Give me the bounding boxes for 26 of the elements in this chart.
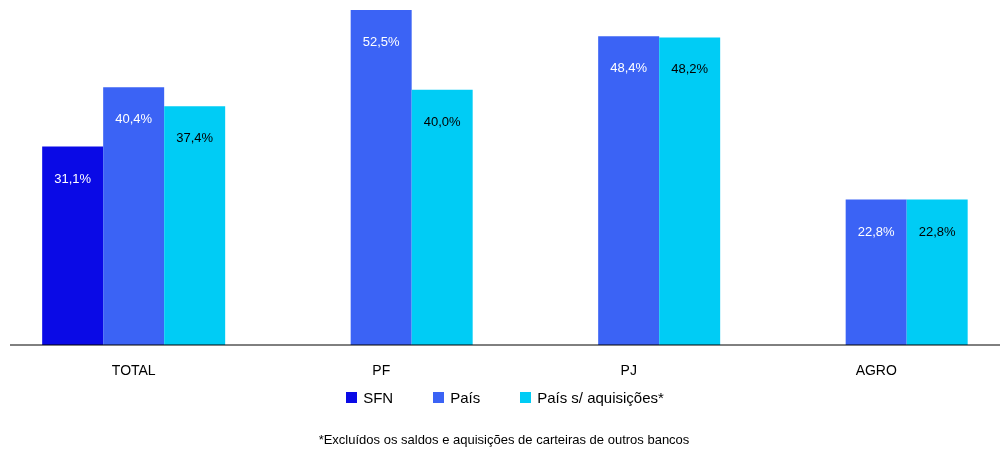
data-label: 48,4% [610,60,648,76]
bar [411,89,473,345]
bar [350,10,412,345]
data-label: 22,8% [857,223,896,239]
legend-label: País [449,389,481,406]
x-tick-label: TOTAL [111,361,156,378]
bar [659,37,721,345]
bar [42,146,104,345]
bar [598,36,660,345]
data-label: 48,2% [671,61,709,77]
legend-label: País s/ aquisições* [536,389,664,406]
data-label: 22,8% [918,223,957,239]
data-label: 52,5% [362,34,401,49]
data-label: 37,4% [176,130,214,146]
x-tick-label: PJ [620,361,637,378]
legend-label: SFN [362,389,394,406]
bar [164,106,226,345]
x-tick-label: AGRO [855,361,897,378]
bar [103,87,165,345]
text: *Excluídos os saldos e aquisições de carteiras de outros bancos [317,432,691,447]
x-tick-label: PF [372,361,391,378]
bar [845,199,907,345]
data-label: 40,4% [115,111,153,127]
data-label: 40,0% [423,113,462,129]
data-label: 31,1% [54,170,92,186]
bar [906,199,968,345]
